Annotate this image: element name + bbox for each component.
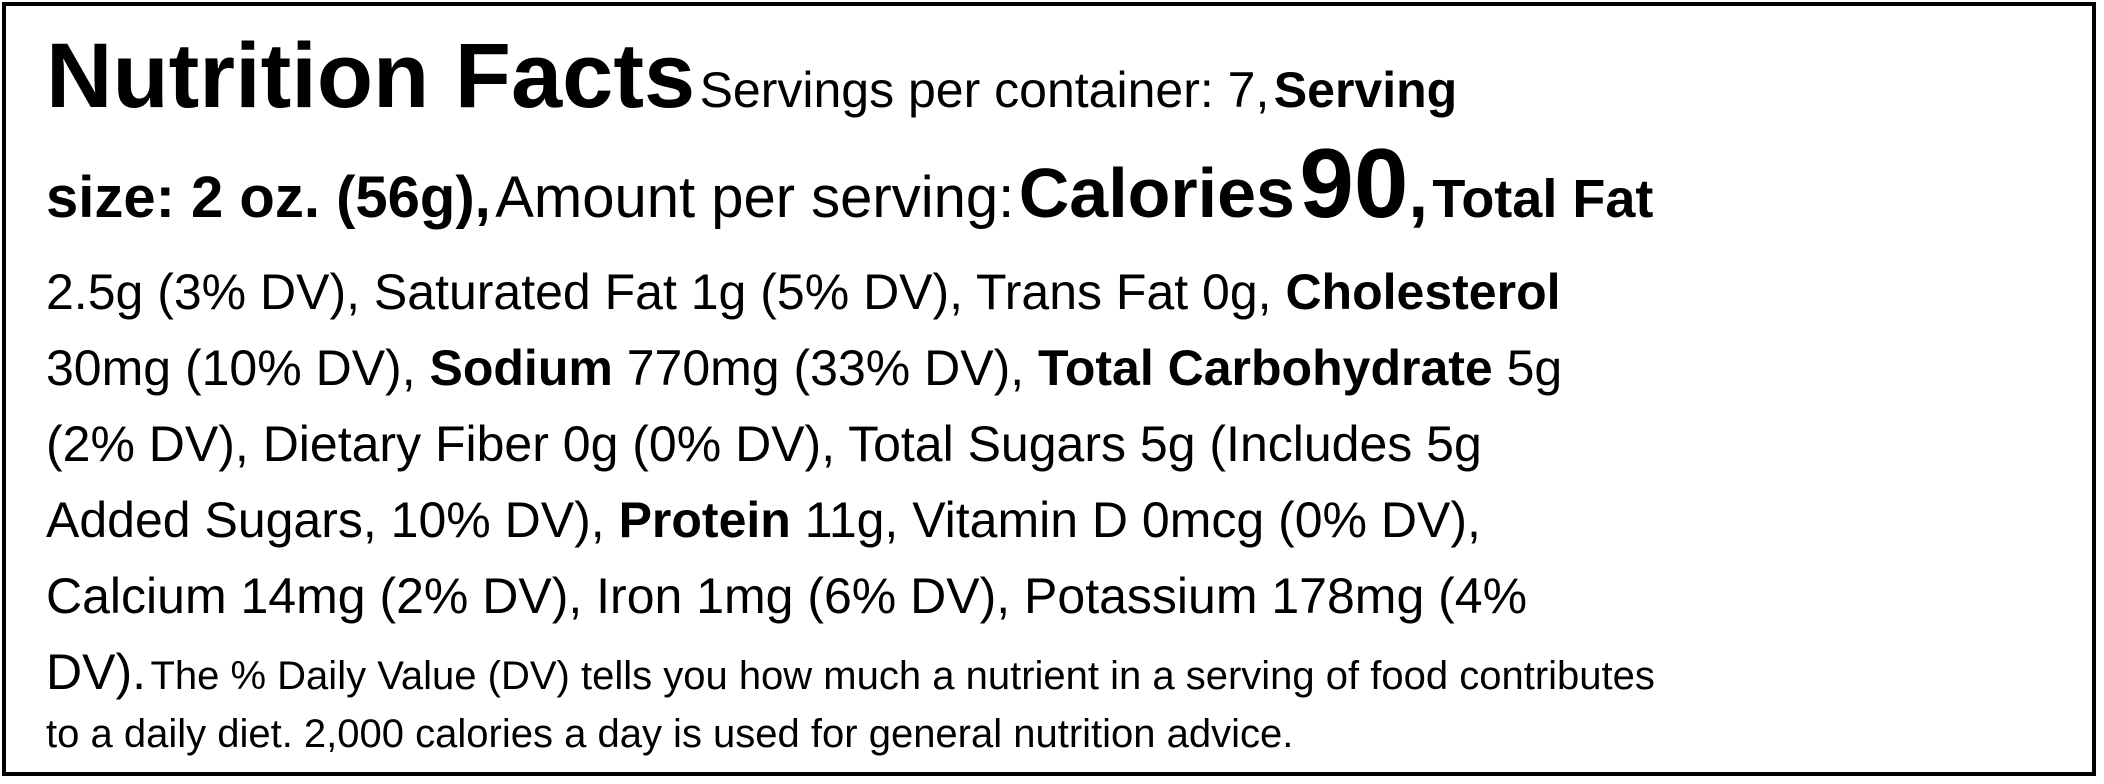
title-line: Nutrition Facts Servings per container: … [46,30,1457,122]
cholesterol-label: Cholesterol [1285,264,1561,320]
minerals-value: Calcium 14mg (2% DV), Iron 1mg (6% DV), … [46,568,1528,624]
sodium-value: 770mg (33% DV), [626,340,1025,396]
fat-line: 2.5g (3% DV), Saturated Fat 1g (5% DV), … [46,267,1561,317]
protein-label: Protein [618,492,791,548]
carbohydrate-detail: (2% DV), Dietary Fiber 0g (0% DV), Total… [46,416,1482,472]
total-fat-label: Total Fat [1432,169,1654,229]
calories-value: 90 [1299,128,1409,238]
footnote-line-2: to a daily diet. 2,000 calories a day is… [46,714,1293,754]
calories-line: size: 2 oz. (56g), Amount per serving: C… [46,128,1654,238]
carbohydrate-label: Total Carbohydrate [1038,340,1493,396]
amount-per-serving: Amount per serving: [495,165,1015,230]
calories-label: Calories [1018,154,1295,232]
protein-value: 11g, Vitamin D 0mcg (0% DV), [804,492,1481,548]
sodium-line: 30mg (10% DV), Sodium 770mg (33% DV), To… [46,343,1562,393]
protein-line: Added Sugars, 10% DV), Protein 11g, Vita… [46,495,1481,545]
added-sugars: Added Sugars, 10% DV), [46,492,605,548]
footnote-line-1: DV). The % Daily Value (DV) tells you ho… [46,647,1655,697]
footnote-text-1: The % Daily Value (DV) tells you how muc… [150,654,1655,698]
footnote-text-2: to a daily diet. 2,000 calories a day is… [46,712,1294,756]
carbohydrate-value: 5g [1506,340,1563,396]
total-fat-value: 2.5g (3% DV), Saturated Fat 1g (5% DV), … [46,264,1272,320]
minerals-line: Calcium 14mg (2% DV), Iron 1mg (6% DV), … [46,571,1527,621]
serving-size-label-start: Serving [1273,62,1458,118]
cholesterol-value: 30mg (10% DV), [46,340,416,396]
servings-per-container: Servings per container: 7, [699,62,1270,118]
fiber-line: (2% DV), Dietary Fiber 0g (0% DV), Total… [46,419,1482,469]
label-title: Nutrition Facts [46,25,696,127]
minerals-end: DV). [46,644,146,700]
sodium-label: Sodium [429,340,613,396]
serving-size-value: size: 2 oz. (56g), [46,165,491,230]
